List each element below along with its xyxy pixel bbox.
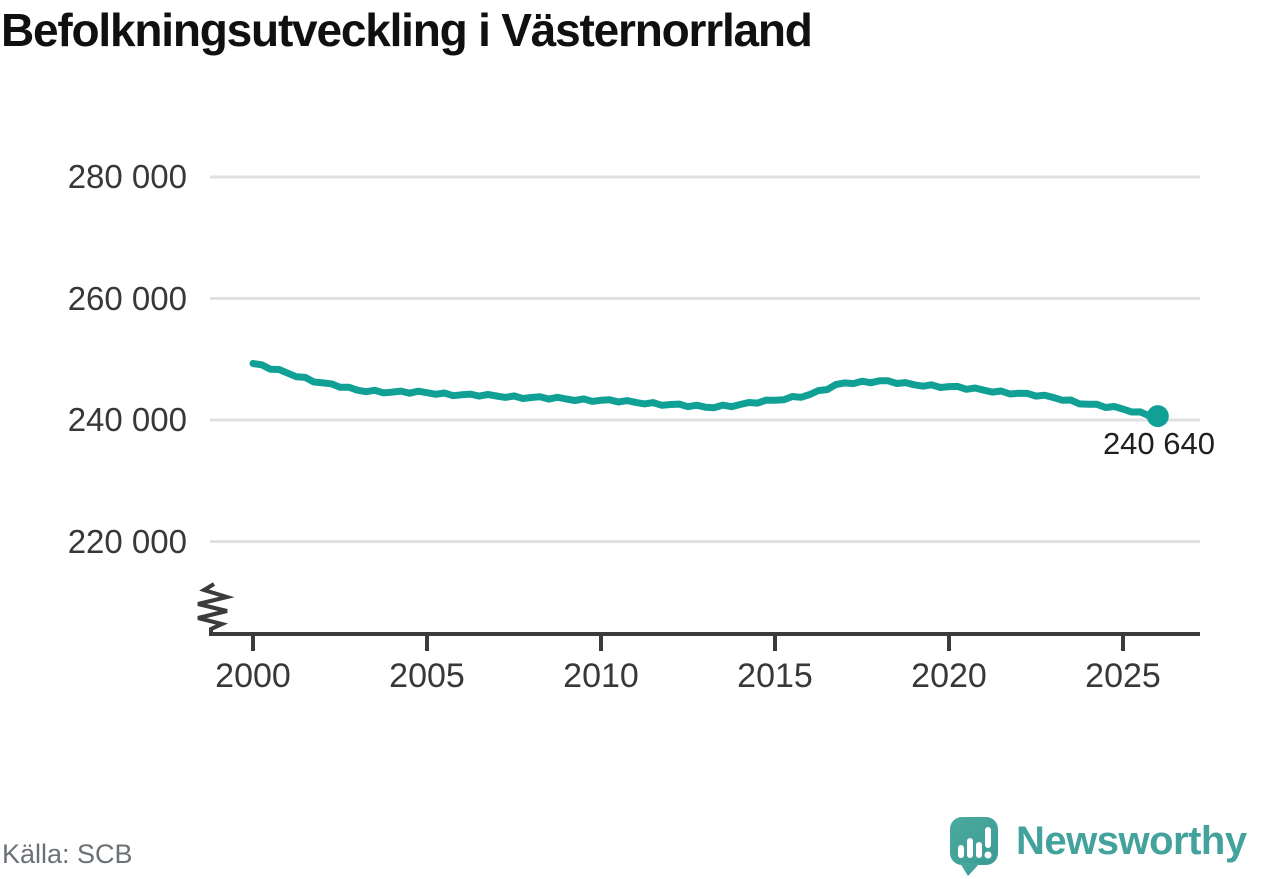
y-tick-label: 220 000	[67, 522, 187, 560]
y-tick-label: 240 000	[67, 401, 187, 438]
x-tick-label: 2020	[911, 657, 987, 695]
y-tick-label: 260 000	[67, 279, 187, 317]
newsworthy-logo: Newsworthy	[948, 813, 1247, 879]
y-tick-label: 280 000	[67, 158, 187, 195]
chart-title: Befolkningsutveckling i Västernorrland	[1, 4, 813, 56]
x-tick-label: 2025	[1085, 657, 1161, 695]
newsworthy-logo-text: Newsworthy	[1016, 819, 1247, 863]
x-tick-label: 2005	[389, 657, 465, 695]
newsworthy-logo-icon	[950, 817, 998, 876]
source-label: Källa: SCB	[2, 839, 133, 869]
x-tick-label: 2015	[737, 657, 813, 695]
x-tick-label: 2000	[215, 657, 291, 695]
x-tick-label: 2010	[563, 657, 639, 695]
end-value-label: 240 640	[1102, 426, 1215, 461]
